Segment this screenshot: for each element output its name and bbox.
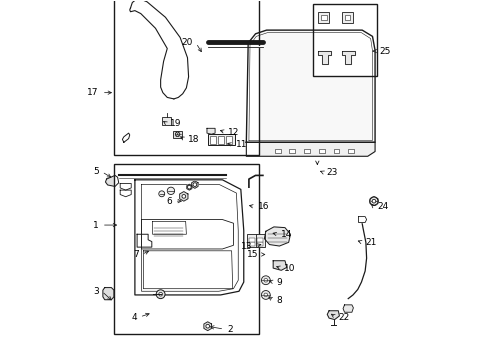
Polygon shape — [326, 311, 339, 320]
Polygon shape — [152, 221, 186, 234]
Text: 7: 7 — [133, 250, 138, 259]
Polygon shape — [273, 261, 286, 270]
Circle shape — [175, 132, 180, 136]
Bar — [207, 134, 235, 145]
Polygon shape — [137, 234, 151, 247]
Bar — [248, 242, 255, 246]
Circle shape — [264, 293, 267, 297]
Polygon shape — [179, 192, 187, 201]
Bar — [256, 242, 263, 246]
Polygon shape — [246, 142, 374, 156]
Bar — [217, 136, 224, 144]
Bar — [347, 149, 353, 153]
Bar — [341, 13, 352, 23]
Bar — [317, 13, 328, 23]
Text: 5: 5 — [93, 167, 99, 176]
Bar — [320, 15, 326, 20]
Circle shape — [261, 291, 270, 300]
Polygon shape — [203, 322, 211, 330]
Polygon shape — [369, 197, 377, 206]
Circle shape — [371, 199, 375, 203]
Text: 4: 4 — [131, 312, 137, 321]
Circle shape — [187, 185, 191, 189]
Text: 18: 18 — [187, 135, 199, 144]
Text: 13: 13 — [241, 242, 252, 251]
Bar — [333, 149, 339, 153]
Polygon shape — [264, 227, 290, 246]
Polygon shape — [317, 51, 331, 64]
Polygon shape — [122, 133, 129, 142]
Bar — [274, 149, 280, 153]
Bar — [256, 238, 263, 242]
Text: 10: 10 — [284, 264, 295, 273]
Polygon shape — [135, 180, 243, 295]
Polygon shape — [120, 184, 131, 190]
Text: 2: 2 — [227, 325, 232, 334]
Circle shape — [156, 290, 165, 298]
Circle shape — [369, 197, 378, 206]
Polygon shape — [191, 181, 198, 188]
Polygon shape — [341, 51, 354, 64]
Bar — [173, 131, 182, 138]
Polygon shape — [246, 30, 374, 142]
Circle shape — [261, 276, 270, 285]
Text: 15: 15 — [246, 250, 258, 259]
Polygon shape — [120, 190, 131, 197]
Circle shape — [193, 183, 196, 186]
Bar — [162, 117, 171, 125]
Bar — [318, 149, 324, 153]
Text: 19: 19 — [170, 120, 182, 129]
Bar — [225, 136, 231, 144]
Text: 11: 11 — [235, 140, 246, 149]
Text: 23: 23 — [326, 168, 337, 177]
Polygon shape — [358, 217, 366, 222]
Text: 16: 16 — [257, 202, 269, 211]
Bar — [344, 15, 349, 20]
Bar — [248, 238, 255, 242]
Circle shape — [264, 278, 267, 282]
Text: 21: 21 — [365, 238, 376, 247]
Bar — [304, 149, 309, 153]
Polygon shape — [186, 184, 191, 190]
Text: 9: 9 — [276, 278, 282, 287]
Circle shape — [205, 324, 209, 328]
Bar — [247, 234, 256, 247]
Polygon shape — [206, 128, 215, 134]
Polygon shape — [105, 175, 119, 186]
Bar — [114, 0, 259, 155]
Bar — [255, 234, 264, 247]
Text: 12: 12 — [228, 127, 239, 136]
Text: 20: 20 — [181, 39, 193, 48]
Text: 8: 8 — [276, 296, 282, 305]
Circle shape — [159, 191, 164, 197]
Bar — [289, 149, 295, 153]
Bar — [312, 4, 376, 76]
Text: 17: 17 — [87, 88, 99, 97]
Text: 22: 22 — [338, 312, 349, 321]
Bar — [209, 136, 215, 144]
Text: 14: 14 — [280, 230, 291, 239]
Text: 25: 25 — [378, 46, 390, 55]
Polygon shape — [102, 288, 114, 300]
Circle shape — [159, 292, 162, 296]
Bar — [114, 165, 259, 334]
Text: 3: 3 — [93, 287, 99, 296]
Text: 24: 24 — [376, 202, 387, 211]
Circle shape — [182, 194, 185, 198]
Polygon shape — [343, 305, 353, 312]
Circle shape — [167, 187, 174, 194]
Text: 6: 6 — [165, 197, 171, 206]
Text: 1: 1 — [93, 221, 99, 230]
